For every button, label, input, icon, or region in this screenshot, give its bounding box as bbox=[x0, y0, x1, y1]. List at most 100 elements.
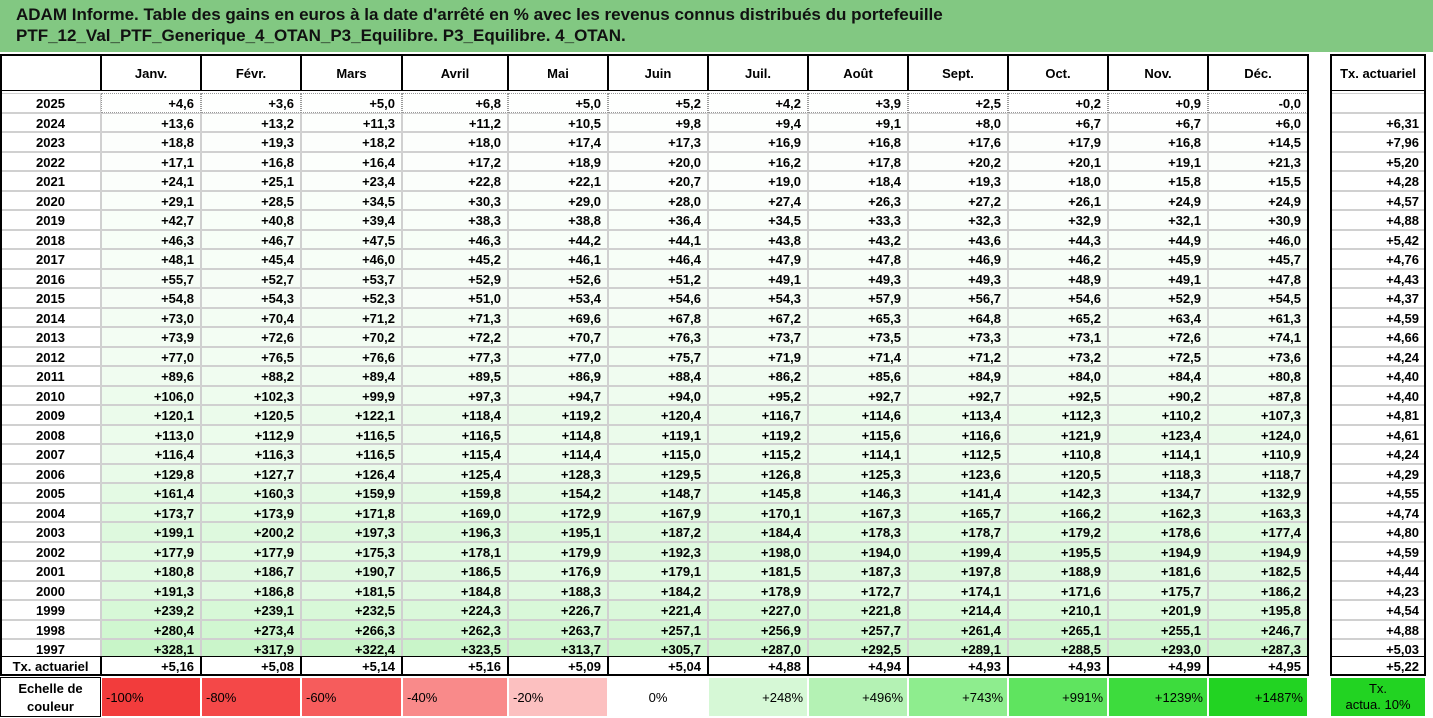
year-label: 2010 bbox=[0, 385, 101, 405]
gain-cell: +116,6 bbox=[908, 424, 1008, 444]
gain-cell: +71,9 bbox=[708, 346, 808, 366]
gain-cell: +47,8 bbox=[1208, 268, 1308, 288]
gain-cell: +73,2 bbox=[1008, 346, 1108, 366]
gain-cell: +116,7 bbox=[708, 405, 808, 425]
gain-cell: +14,5 bbox=[1208, 132, 1308, 152]
gain-cell: +86,9 bbox=[508, 366, 608, 386]
rate-cell: +4,57 bbox=[1330, 190, 1426, 210]
gain-cell: +3,9 bbox=[808, 93, 908, 113]
gain-cell: +22,1 bbox=[508, 171, 608, 191]
rate-column-header: Tx. actuariel bbox=[1330, 54, 1426, 91]
gain-cell: +113,4 bbox=[908, 405, 1008, 425]
gain-cell: +2,5 bbox=[908, 93, 1008, 113]
gain-cell: +89,6 bbox=[101, 366, 201, 386]
gain-cell: +171,6 bbox=[1008, 580, 1108, 600]
gain-cell: +6,7 bbox=[1008, 112, 1108, 132]
gain-cell: +256,9 bbox=[708, 619, 808, 639]
gain-cell: +54,6 bbox=[608, 288, 708, 308]
year-label: 2014 bbox=[0, 307, 101, 327]
gain-cell: +20,2 bbox=[908, 151, 1008, 171]
report-title-line-1: ADAM Informe. Table des gains en euros à… bbox=[16, 5, 943, 24]
gain-cell: +34,5 bbox=[301, 190, 402, 210]
year-label: 2006 bbox=[0, 463, 101, 483]
color-scale-step: +248% bbox=[708, 677, 808, 717]
gain-cell: +113,0 bbox=[101, 424, 201, 444]
gain-cell: +186,2 bbox=[1208, 580, 1308, 600]
gain-cell: +263,7 bbox=[508, 619, 608, 639]
gain-cell: +94,7 bbox=[508, 385, 608, 405]
gain-cell: +199,1 bbox=[101, 522, 201, 542]
gain-cell: +112,5 bbox=[908, 444, 1008, 464]
gain-cell: +46,3 bbox=[402, 229, 508, 249]
footer-rate-cell: +5,09 bbox=[508, 656, 608, 676]
column-header: Juin bbox=[608, 54, 708, 91]
gain-cell: +224,3 bbox=[402, 600, 508, 620]
gain-cell: +84,9 bbox=[908, 366, 1008, 386]
gain-cell: +71,2 bbox=[908, 346, 1008, 366]
column-header: Mai bbox=[508, 54, 608, 91]
gain-cell: +84,0 bbox=[1008, 366, 1108, 386]
gain-cell: +54,5 bbox=[1208, 288, 1308, 308]
gain-cell: +33,3 bbox=[808, 210, 908, 230]
gain-cell: +11,2 bbox=[402, 112, 508, 132]
gain-cell: +72,2 bbox=[402, 327, 508, 347]
gain-cell: +44,2 bbox=[508, 229, 608, 249]
footer-label: Tx. actuariel bbox=[0, 656, 101, 676]
rate-cell: +4,61 bbox=[1330, 424, 1426, 444]
gain-cell: +13,2 bbox=[201, 112, 301, 132]
column-header: Janv. bbox=[101, 54, 201, 91]
gain-cell: +313,7 bbox=[508, 639, 608, 659]
gain-cell: +123,6 bbox=[908, 463, 1008, 483]
column-header: Févr. bbox=[201, 54, 301, 91]
year-label: 2001 bbox=[0, 561, 101, 581]
gain-cell: +72,6 bbox=[1108, 327, 1208, 347]
gain-cell: +6,0 bbox=[1208, 112, 1308, 132]
gain-cell: +119,2 bbox=[508, 405, 608, 425]
gain-cell: +25,1 bbox=[201, 171, 301, 191]
gain-cell: +210,1 bbox=[1008, 600, 1108, 620]
color-scale-step: -80% bbox=[201, 677, 301, 717]
gain-cell: +51,0 bbox=[402, 288, 508, 308]
gain-cell: +67,2 bbox=[708, 307, 808, 327]
gain-cell: +171,8 bbox=[301, 502, 402, 522]
footer-rate-cell: +4,88 bbox=[708, 656, 808, 676]
gain-cell: +132,9 bbox=[1208, 483, 1308, 503]
gain-cell: +72,5 bbox=[1108, 346, 1208, 366]
gain-cell: +47,9 bbox=[708, 249, 808, 269]
footer-rate-cell: +5,14 bbox=[301, 656, 402, 676]
footer-rate-cell: +5,16 bbox=[402, 656, 508, 676]
gain-cell: +20,0 bbox=[608, 151, 708, 171]
gain-cell: +99,9 bbox=[301, 385, 402, 405]
gain-cell: +45,4 bbox=[201, 249, 301, 269]
gain-cell: +166,2 bbox=[1008, 502, 1108, 522]
gain-cell: +106,0 bbox=[101, 385, 201, 405]
gain-cell: +116,3 bbox=[201, 444, 301, 464]
gain-cell: +161,4 bbox=[101, 483, 201, 503]
gain-cell: +26,3 bbox=[808, 190, 908, 210]
year-label: 2019 bbox=[0, 210, 101, 230]
gain-cell: +176,9 bbox=[508, 561, 608, 581]
rate-cell: +4,37 bbox=[1330, 288, 1426, 308]
gain-cell: +16,8 bbox=[201, 151, 301, 171]
gain-cell: +214,4 bbox=[908, 600, 1008, 620]
rate-cell: +5,20 bbox=[1330, 151, 1426, 171]
gain-cell: +47,8 bbox=[808, 249, 908, 269]
gain-cell: +179,1 bbox=[608, 561, 708, 581]
gain-cell: +17,3 bbox=[608, 132, 708, 152]
gain-cell: +15,5 bbox=[1208, 171, 1308, 191]
gain-cell: +49,3 bbox=[908, 268, 1008, 288]
gain-cell: +70,2 bbox=[301, 327, 402, 347]
gain-cell: +21,3 bbox=[1208, 151, 1308, 171]
gain-cell: +125,4 bbox=[402, 463, 508, 483]
gain-cell: +46,4 bbox=[608, 249, 708, 269]
gain-cell: +8,0 bbox=[908, 112, 1008, 132]
gain-cell: +48,9 bbox=[1008, 268, 1108, 288]
gain-cell: +36,4 bbox=[608, 210, 708, 230]
gain-cell: +167,9 bbox=[608, 502, 708, 522]
gain-cell: +175,3 bbox=[301, 541, 402, 561]
year-label: 2009 bbox=[0, 405, 101, 425]
footer-rate-cell: +4,94 bbox=[808, 656, 908, 676]
column-header: Déc. bbox=[1208, 54, 1308, 91]
gain-cell: +76,6 bbox=[301, 346, 402, 366]
rate-cell: +4,88 bbox=[1330, 619, 1426, 639]
